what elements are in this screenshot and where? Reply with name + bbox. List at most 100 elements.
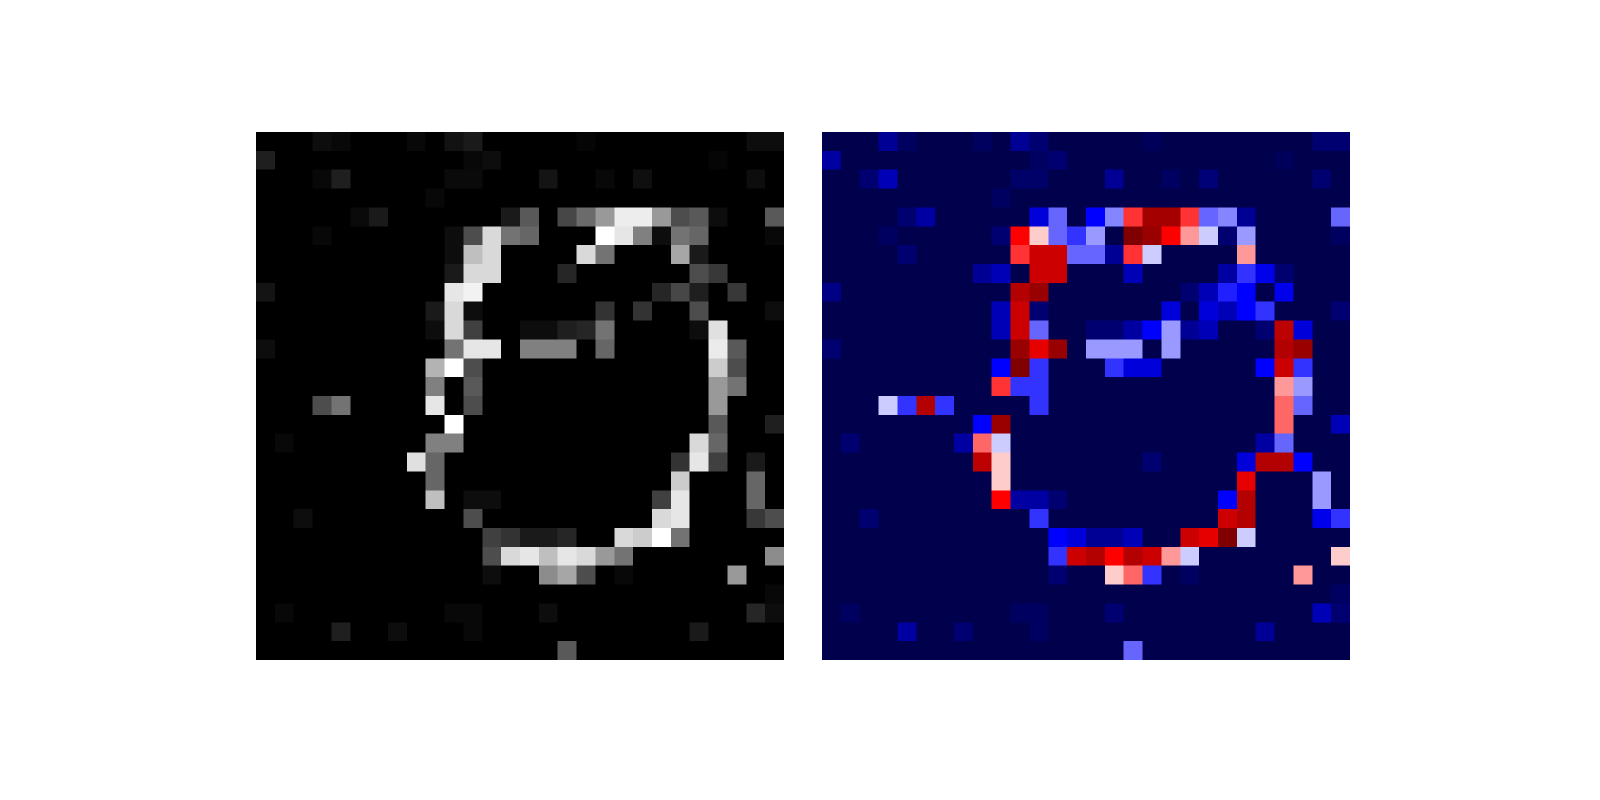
- seismic-cell-r14-c12: [1048, 396, 1068, 416]
- gray-cell-r15-c22: [670, 414, 691, 435]
- seismic-cell-r27-c10: [1010, 641, 1030, 660]
- seismic-cell-r10-c8: [972, 320, 993, 340]
- seismic-cell-r23-c19: [1180, 565, 1200, 586]
- seismic-cell-r22-c4: [897, 546, 917, 567]
- seismic-cell-r14-c6: [935, 396, 955, 416]
- seismic-cell-r26-c0: [822, 622, 842, 642]
- seismic-cell-r27-c24: [1274, 641, 1294, 660]
- gray-cell-r4-c8: [406, 207, 427, 227]
- seismic-cell-r18-c19: [1180, 471, 1200, 491]
- gray-cell-r22-c3: [312, 546, 332, 567]
- seismic-cell-r16-c16: [1123, 433, 1144, 454]
- seismic-cell-r19-c1: [840, 490, 861, 510]
- seismic-cell-r2-c2: [859, 169, 880, 190]
- gray-cell-r20-c24: [708, 509, 728, 529]
- seismic-cell-r10-c3: [878, 320, 898, 340]
- seismic-cell-r2-c22: [1236, 169, 1257, 190]
- seismic-cell-r3-c10: [1010, 188, 1030, 208]
- gray-cell-r0-c18: [595, 132, 615, 152]
- seismic-cell-r13-c25: [1293, 377, 1313, 397]
- seismic-cell-r4-c9: [991, 207, 1012, 227]
- seismic-cell-r9-c26: [1312, 301, 1332, 322]
- gray-cell-r8-c9: [425, 282, 446, 303]
- seismic-cell-r11-c2: [859, 339, 880, 359]
- gray-cell-r15-c26: [746, 414, 766, 435]
- gray-cell-r14-c18: [595, 396, 615, 416]
- gray-cell-r5-c14: [520, 226, 540, 246]
- seismic-cell-r10-c16: [1123, 320, 1144, 340]
- gray-cell-r2-c1: [274, 169, 295, 190]
- gray-cell-r25-c21: [652, 603, 672, 623]
- seismic-cell-r3-c24: [1274, 188, 1294, 208]
- gray-cell-r18-c27: [765, 471, 784, 491]
- gray-cell-r26-c22: [670, 622, 691, 642]
- seismic-cell-r1-c3: [878, 150, 898, 171]
- seismic-cell-r11-c19: [1180, 339, 1200, 359]
- gray-cell-r10-c20: [633, 320, 653, 340]
- seismic-cell-r4-c20: [1199, 207, 1219, 227]
- seismic-cell-r10-c2: [859, 320, 880, 340]
- seismic-cell-r4-c10: [1010, 207, 1030, 227]
- gray-cell-r25-c7: [388, 603, 408, 623]
- seismic-cell-r20-c1: [840, 509, 861, 529]
- gray-cell-r20-c25: [727, 509, 747, 529]
- seismic-cell-r9-c20: [1199, 301, 1219, 322]
- seismic-cell-r12-c20: [1199, 358, 1219, 378]
- seismic-cell-r12-c0: [822, 358, 842, 378]
- seismic-cell-r23-c4: [897, 565, 917, 586]
- seismic-cell-r17-c9: [991, 452, 1012, 472]
- seismic-cell-r22-c17: [1142, 546, 1162, 567]
- seismic-cell-r12-c8: [972, 358, 993, 378]
- seismic-cell-r24-c3: [878, 584, 898, 604]
- gray-cell-r21-c13: [501, 528, 521, 548]
- gray-cell-r20-c7: [388, 509, 408, 529]
- gray-cell-r27-c5: [350, 641, 370, 660]
- seismic-cell-r12-c1: [840, 358, 861, 378]
- seismic-cell-r2-c26: [1312, 169, 1332, 190]
- seismic-cell-r5-c4: [897, 226, 917, 246]
- seismic-cell-r26-c20: [1199, 622, 1219, 642]
- seismic-cell-r9-c4: [897, 301, 917, 322]
- gray-cell-r9-c21: [652, 301, 672, 322]
- gray-cell-r22-c20: [633, 546, 653, 567]
- seismic-cell-r23-c7: [954, 565, 974, 586]
- seismic-cell-r3-c9: [991, 188, 1012, 208]
- gray-cell-r6-c14: [520, 245, 540, 265]
- seismic-cell-r18-c12: [1048, 471, 1068, 491]
- seismic-cell-r2-c12: [1048, 169, 1068, 190]
- gray-cell-r12-c25: [727, 358, 747, 378]
- seismic-cell-r5-c0: [822, 226, 842, 246]
- gray-cell-r19-c1: [274, 490, 295, 510]
- seismic-cell-r24-c19: [1180, 584, 1200, 604]
- gray-cell-r0-c4: [331, 132, 351, 152]
- gray-cell-r4-c27: [765, 207, 784, 227]
- seismic-cell-r15-c1: [840, 414, 861, 435]
- seismic-cell-r17-c6: [935, 452, 955, 472]
- seismic-cell-r19-c25: [1293, 490, 1313, 510]
- seismic-cell-r24-c6: [935, 584, 955, 604]
- gray-cell-r18-c12: [482, 471, 502, 491]
- gray-cell-r22-c15: [538, 546, 559, 567]
- seismic-cell-r23-c10: [1010, 565, 1030, 586]
- seismic-cell-r12-c17: [1142, 358, 1162, 378]
- seismic-cell-r1-c23: [1255, 150, 1276, 171]
- seismic-cell-r14-c21: [1218, 396, 1238, 416]
- gray-cell-r25-c12: [482, 603, 502, 623]
- seismic-cell-r26-c17: [1142, 622, 1162, 642]
- seismic-cell-r24-c22: [1236, 584, 1257, 604]
- seismic-cell-r1-c15: [1104, 150, 1125, 171]
- seismic-cell-r2-c21: [1218, 169, 1238, 190]
- seismic-cell-r5-c7: [954, 226, 974, 246]
- gray-cell-r7-c21: [652, 264, 672, 284]
- gray-cell-r18-c21: [652, 471, 672, 491]
- seismic-cell-r11-c16: [1123, 339, 1144, 359]
- gray-cell-r16-c0: [256, 433, 276, 454]
- seismic-cell-r23-c21: [1218, 565, 1238, 586]
- seismic-cell-r12-c10: [1010, 358, 1030, 378]
- gray-cell-r23-c19: [614, 565, 634, 586]
- seismic-cell-r13-c1: [840, 377, 861, 397]
- gray-cell-r14-c27: [765, 396, 784, 416]
- gray-cell-r0-c5: [350, 132, 370, 152]
- gray-cell-r26-c6: [369, 622, 389, 642]
- seismic-cell-r6-c8: [972, 245, 993, 265]
